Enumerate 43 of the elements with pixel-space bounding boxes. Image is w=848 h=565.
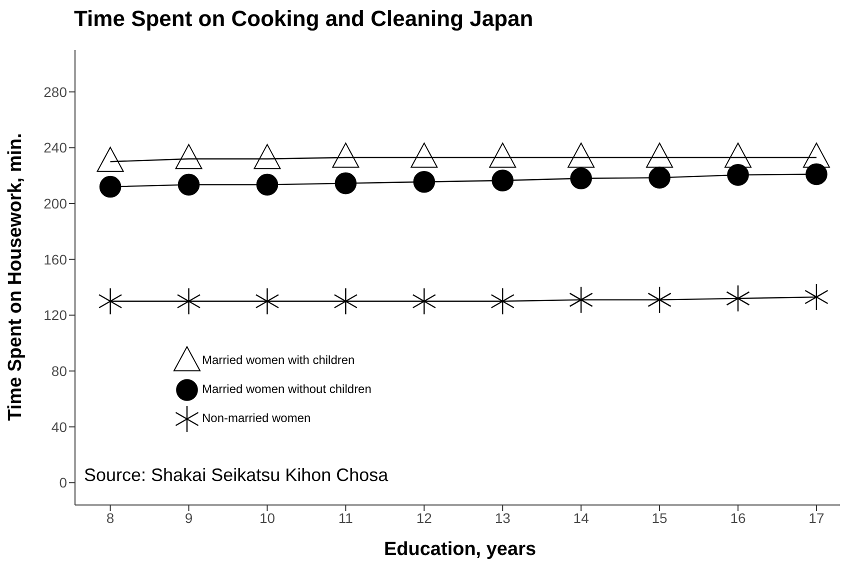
point — [490, 288, 514, 315]
x-tick-label: 17 — [808, 510, 824, 526]
legend-label: Non-married women — [202, 410, 311, 424]
x-tick-label: 16 — [730, 510, 746, 526]
y-tick-label: 160 — [44, 251, 68, 268]
x-tick-label: 11 — [338, 510, 354, 526]
chart-title: Time Spent on Cooking and Cleaning Japan — [74, 6, 534, 32]
point — [332, 142, 360, 168]
x-axis-title: Education, years — [384, 539, 536, 561]
annotation: Source: Shakai Seikatsu Kihon Chosa — [84, 465, 388, 486]
point — [646, 142, 674, 168]
x-tick-label: 12 — [416, 510, 432, 526]
legend-label: Married women with children — [202, 352, 355, 366]
point — [176, 288, 201, 315]
point — [569, 286, 593, 314]
y-axis-title: Time Spent on Housework, min. — [5, 133, 27, 421]
x-tick-label: 15 — [652, 510, 668, 526]
point — [175, 144, 202, 170]
point — [410, 142, 438, 168]
y-tick-label: 240 — [44, 140, 68, 156]
y-tick-label: 280 — [44, 84, 68, 100]
point — [648, 286, 672, 314]
point — [568, 142, 595, 168]
x-tick-label: 8 — [106, 510, 114, 526]
point — [334, 288, 358, 315]
y-tick-label: 200 — [44, 196, 68, 212]
point — [802, 142, 830, 168]
point — [412, 288, 436, 315]
x-tick-label: 13 — [494, 510, 511, 526]
x-tick-label: 14 — [573, 510, 590, 526]
point — [96, 146, 124, 172]
point — [255, 288, 280, 315]
y-tick-label: 0 — [59, 474, 68, 491]
y-tick-label: 120 — [44, 307, 68, 324]
point — [489, 142, 516, 168]
y-tick-label: 80 — [51, 362, 68, 379]
y-tick-label: 40 — [51, 418, 68, 435]
point — [724, 142, 752, 168]
point — [726, 284, 750, 312]
point — [254, 144, 281, 170]
x-tick-label: 10 — [259, 510, 276, 526]
x-tick-label: 9 — [184, 510, 193, 526]
legend-label: Married women without children — [202, 382, 372, 396]
